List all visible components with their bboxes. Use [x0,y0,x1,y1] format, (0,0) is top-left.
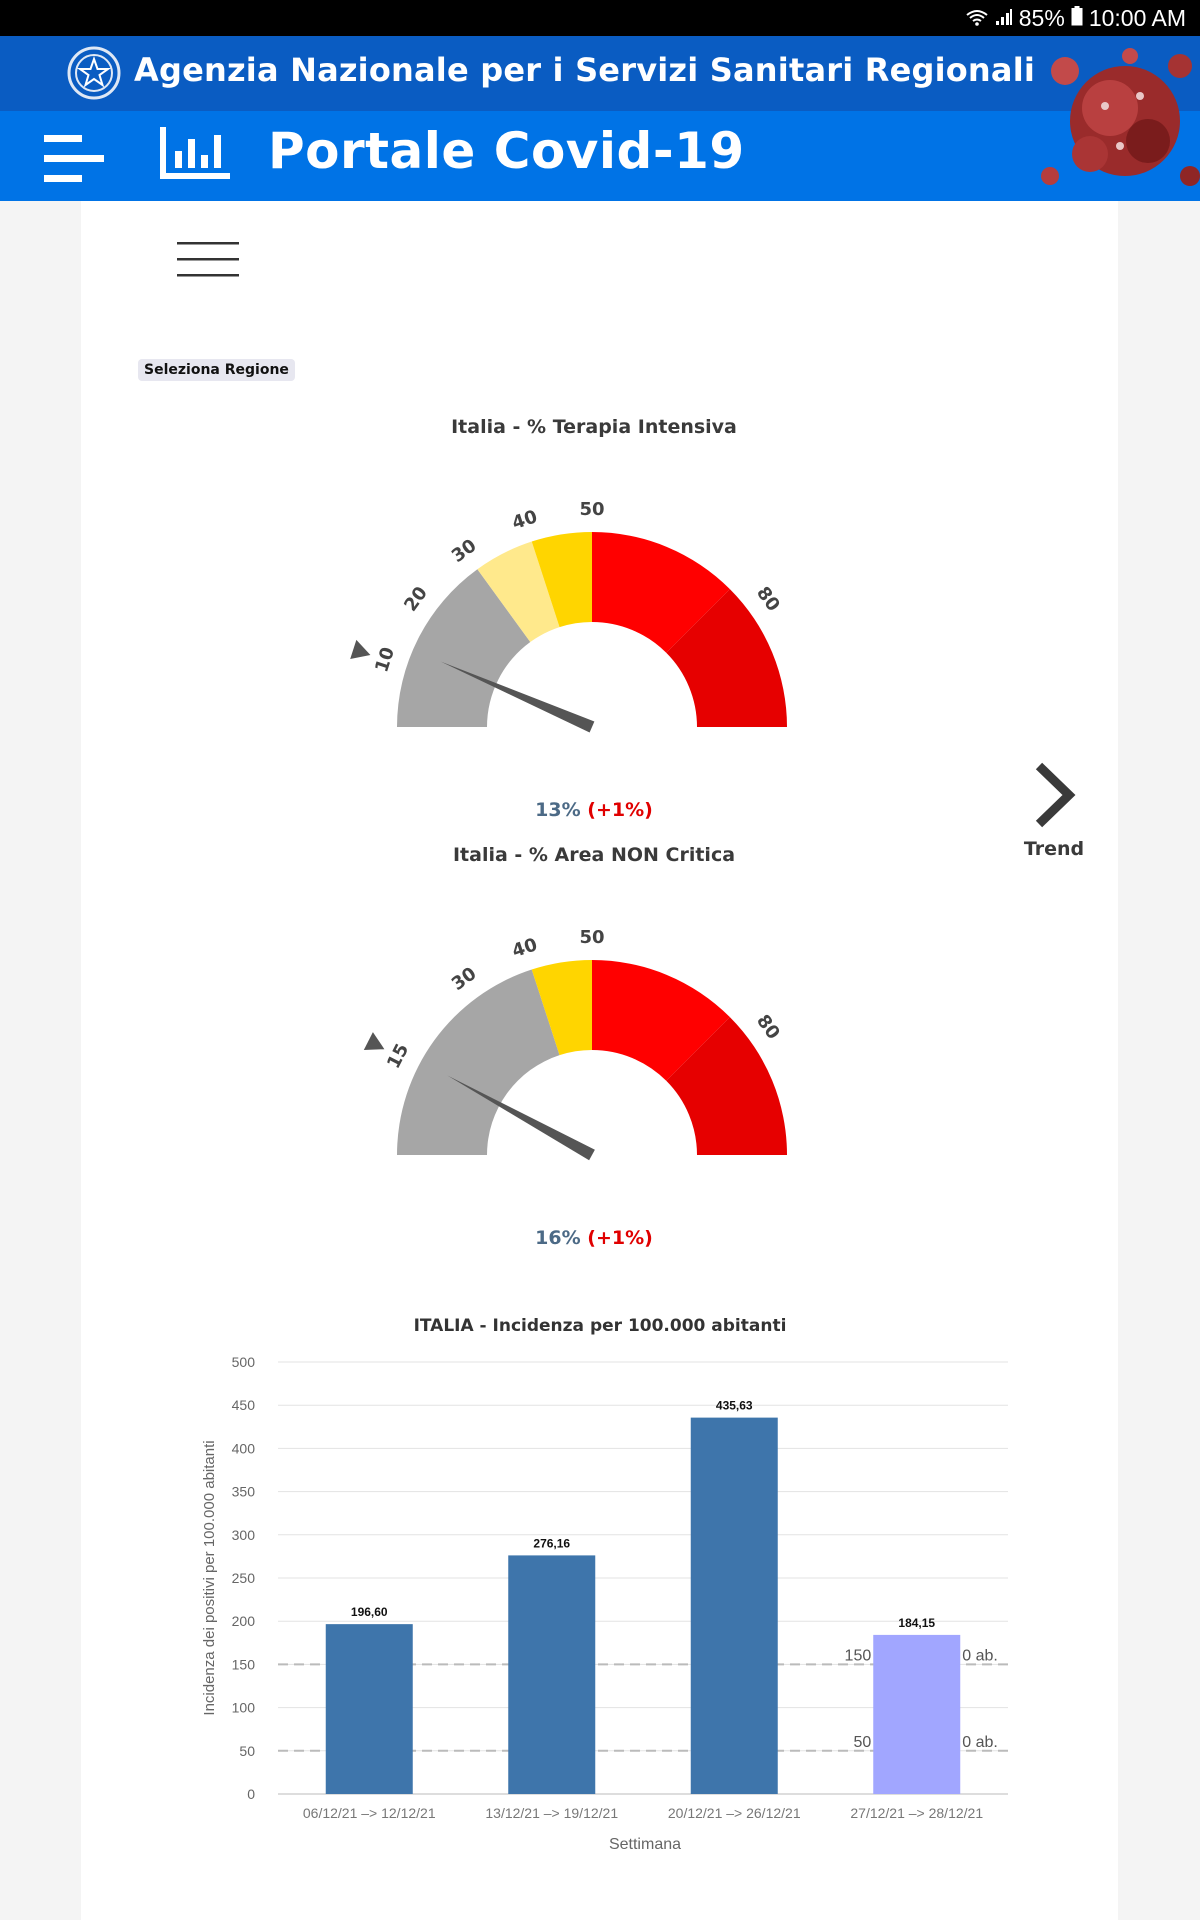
reference-line-label: 0 ab. [962,1734,998,1751]
battery-icon [1071,5,1083,32]
gauge-title-non-critical: Italia - % Area NON Critica [452,844,736,866]
gauge-threshold-marker [350,639,371,659]
gauge-band-4 [666,589,787,727]
y-tick-label: 100 [232,1700,256,1716]
bar[interactable] [690,1417,778,1794]
bar-value-label: 196,60 [351,1605,388,1619]
bar[interactable] [873,1634,961,1794]
gauge-band-0 [397,969,560,1155]
y-axis-title: Incidenza dei positivi per 100.000 abita… [201,1440,218,1715]
reference-line-label: 0 ab. [962,1647,998,1664]
republic-emblem-icon [66,44,122,106]
y-tick-label: 200 [232,1613,256,1629]
gauge-band-2 [531,532,592,628]
gauge-value-non-critical-delta: (+1%) [587,1227,653,1249]
bar-value-label: 184,15 [898,1616,935,1630]
gauge-band-3 [592,532,730,653]
coronavirus-icon [1030,36,1200,205]
battery-level: 85% [1018,5,1065,31]
bar-value-label: 435,63 [716,1399,753,1413]
gauge-value-icu-percent: 13% [535,799,581,821]
y-tick-label: 50 [239,1743,255,1759]
trend-label: Trend [1023,838,1085,860]
x-tick-label: 13/12/21 –> 19/12/21 [485,1805,618,1821]
y-tick-label: 250 [232,1570,256,1586]
region-select-button[interactable]: Seleziona Regione [138,359,295,381]
gauge-value-non-critical-percent: 16% [535,1227,581,1249]
bar-chart-icon [158,125,232,187]
reference-line-label: 50 [853,1734,871,1751]
x-tick-label: 27/12/21 –> 28/12/21 [850,1805,983,1821]
y-tick-label: 300 [232,1527,256,1543]
status-bar: 85% 10:00 AM [0,0,1200,36]
y-tick-label: 0 [247,1786,255,1802]
gauge-band-0 [397,569,531,727]
gauge-tick-label: 50 [579,499,604,520]
gauge-band-1 [531,960,592,1056]
signal-icon [995,5,1013,32]
y-tick-label: 450 [232,1397,256,1413]
content-panel [81,201,1118,1920]
agency-header: Agenzia Nazionale per i Servizi Sanitari… [0,36,1200,111]
bar[interactable] [508,1555,596,1794]
y-tick-label: 400 [232,1440,256,1456]
x-axis-title: Settimana [609,1836,681,1853]
gauge-title-icu: Italia - % Terapia Intensiva [451,416,737,438]
x-tick-label: 20/12/21 –> 26/12/21 [668,1805,801,1821]
portal-title: Portale Covid-19 [268,122,745,180]
x-tick-label: 06/12/21 –> 12/12/21 [303,1805,436,1821]
agency-title: Agenzia Nazionale per i Servizi Sanitari… [134,51,1036,89]
gauge-threshold-marker [363,1032,385,1050]
gauge-needle [440,661,595,733]
y-tick-label: 500 [232,1354,256,1370]
wifi-icon [965,5,989,32]
bar-value-label: 276,16 [533,1536,570,1550]
gauge-band-1 [477,541,560,643]
gauge-band-2 [592,960,730,1081]
gauge-band-3 [666,1017,787,1155]
y-tick-label: 350 [232,1484,256,1500]
reference-line-label: 150 [845,1647,872,1664]
gauge-needle [447,1075,595,1161]
gauge-value-icu-delta: (+1%) [587,799,653,821]
menu-icon[interactable] [42,133,106,189]
y-tick-label: 150 [232,1656,256,1672]
gauge-value-icu: 13% (+1%) [0,799,1188,821]
secondary-menu-icon[interactable] [177,242,239,282]
portal-header: Portale Covid-19 [0,111,1200,201]
incidence-chart-title: ITALIA - Incidenza per 100.000 abitanti [413,1316,787,1336]
gauge-value-non-critical: 16% (+1%) [0,1227,1188,1249]
chevron-right-icon [1031,762,1077,834]
trend-button[interactable]: Trend [1020,760,1088,860]
bar[interactable] [325,1624,413,1794]
gauge-tick-label: 50 [579,927,604,948]
clock: 10:00 AM [1088,5,1186,31]
